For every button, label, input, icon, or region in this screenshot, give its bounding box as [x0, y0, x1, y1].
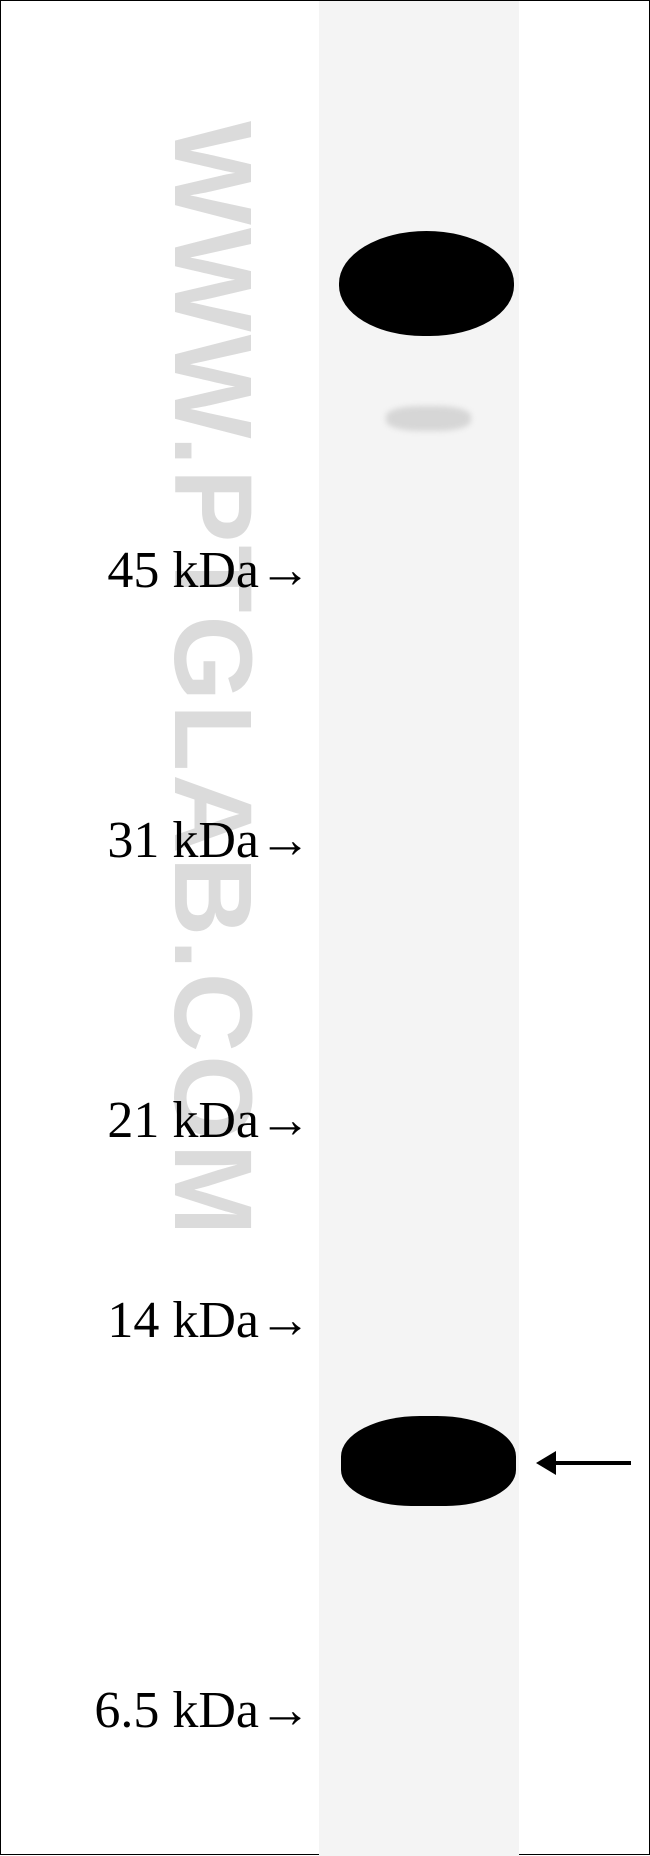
band-top-strong — [339, 231, 514, 336]
marker-6-5kda: 6.5 kDa→ — [26, 1681, 311, 1740]
target-band-arrow — [536, 1451, 631, 1475]
arrow-head-icon — [536, 1451, 556, 1475]
marker-14kda: 14 kDa→ — [43, 1291, 311, 1350]
watermark-text: WWW.PTGLAB.COM — [149, 121, 276, 1238]
marker-21kda: 21 kDa→ — [43, 1091, 311, 1150]
band-faint — [386, 406, 471, 431]
band-target-strong — [341, 1416, 516, 1506]
marker-45kda: 45 kDa→ — [43, 541, 311, 600]
arrow-line — [556, 1461, 631, 1465]
western-blot-figure: WWW.PTGLAB.COM 45 kDa→ 31 kDa→ 21 kDa→ 1… — [0, 0, 650, 1855]
marker-31kda: 31 kDa→ — [43, 811, 311, 870]
